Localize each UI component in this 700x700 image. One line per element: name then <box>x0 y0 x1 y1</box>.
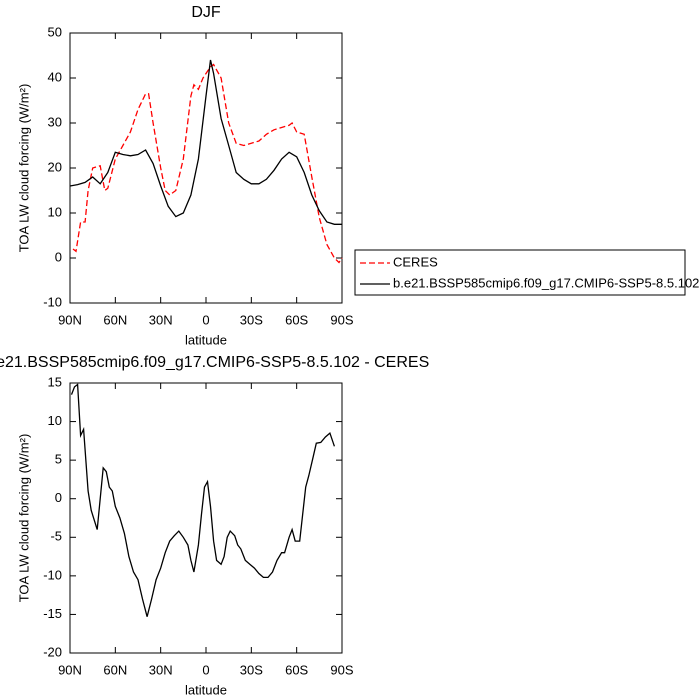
y-tick-label: 5 <box>55 452 62 467</box>
x-tick-label: 90N <box>58 312 82 327</box>
legend-label: b.e21.BSSP585cmip6.f09_g17.CMIP6-SSP5-8.… <box>393 275 699 290</box>
series-line <box>70 383 336 617</box>
y-tick-label: 10 <box>48 413 62 428</box>
legend-label: CERES <box>393 254 438 269</box>
plot-frame <box>69 382 343 654</box>
chart-title: b.e21.BSSP585cmip6.f09_g17.CMIP6-SSP5-8.… <box>0 354 429 371</box>
y-tick-label: -5 <box>50 529 62 544</box>
y-tick-label: 10 <box>48 204 62 219</box>
y-tick-label: 20 <box>48 159 62 174</box>
y-tick-label: -10 <box>43 294 62 309</box>
y-tick-label: -20 <box>43 644 62 659</box>
x-tick-label: 60N <box>103 312 127 327</box>
x-tick-label: 60N <box>103 662 127 677</box>
x-tick-label: 0 <box>202 662 209 677</box>
x-tick-label: 60S <box>285 312 308 327</box>
series-line <box>69 59 342 225</box>
y-tick-label: 0 <box>55 249 62 264</box>
y-tick-label: 15 <box>48 374 62 389</box>
x-tick-label: 90N <box>58 662 82 677</box>
y-tick-label: 30 <box>48 114 62 129</box>
y-tick-label: 50 <box>48 24 62 39</box>
y-axis-label: TOA LW cloud forcing (W/m²) <box>16 84 31 253</box>
x-axis-label: latitude <box>185 682 227 697</box>
y-tick-label: 40 <box>48 69 62 84</box>
x-tick-label: 0 <box>202 312 209 327</box>
x-tick-label: 30N <box>149 662 173 677</box>
x-axis-label: latitude <box>185 332 227 347</box>
chart-title: DJF <box>191 4 221 21</box>
x-tick-label: 30S <box>240 312 263 327</box>
x-tick-label: 90S <box>330 312 353 327</box>
x-tick-label: 90S <box>330 662 353 677</box>
legend-box <box>354 249 686 296</box>
y-axis-label: TOA LW cloud forcing (W/m²) <box>16 434 31 603</box>
y-tick-label: -15 <box>43 606 62 621</box>
x-tick-label: 30S <box>240 662 263 677</box>
y-tick-label: 0 <box>55 490 62 505</box>
series-line <box>72 63 343 264</box>
y-tick-label: -10 <box>43 567 62 582</box>
x-tick-label: 60S <box>285 662 308 677</box>
x-tick-label: 30N <box>149 312 173 327</box>
